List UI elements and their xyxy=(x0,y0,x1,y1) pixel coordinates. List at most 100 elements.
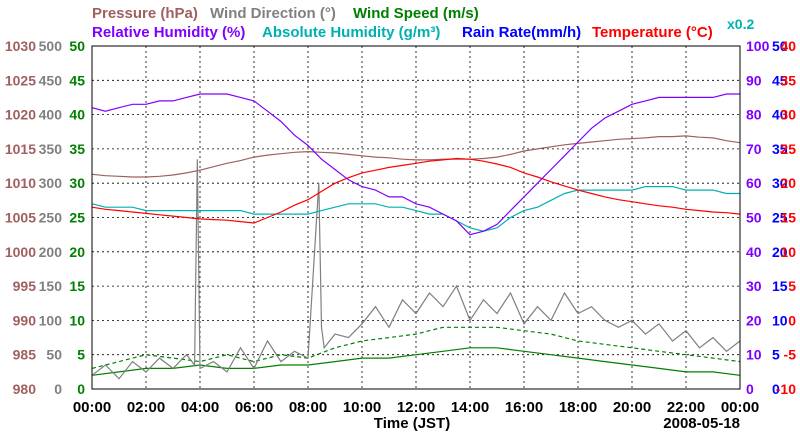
y-tick-wind_dir: 500 xyxy=(39,38,63,54)
y-tick-rain: 15 xyxy=(772,278,788,294)
series-layer xyxy=(91,93,741,380)
y-tick-wind_speed: 35 xyxy=(69,141,85,157)
legend-rain-rate: Rain Rate(mm/h) xyxy=(462,24,581,41)
chart-date: 2008-05-18 xyxy=(663,415,740,432)
y-tick-wind_dir: 350 xyxy=(39,141,63,157)
y-tick-wind_dir: 450 xyxy=(39,72,63,88)
x-tick-label: 00:00 xyxy=(73,399,111,416)
y-tick-temperature: 10 xyxy=(780,244,796,260)
y-tick-pressure: 980 xyxy=(13,381,37,397)
y-tick-pressure: 1005 xyxy=(5,210,36,226)
y-tick-rain: 25 xyxy=(772,210,788,226)
y-tick-wind_speed: 25 xyxy=(69,210,85,226)
y-tick-humidity: 100 xyxy=(746,38,770,54)
y-tick-wind_dir: 300 xyxy=(39,175,63,191)
x-tick-label: 04:00 xyxy=(181,399,219,416)
legend-absolute-humidity: Absolute Humidity (g/m³) xyxy=(262,24,440,41)
series-pressure xyxy=(91,135,741,178)
plot-frame xyxy=(91,45,741,390)
y-tick-humidity: 50 xyxy=(746,210,762,226)
y-tick-pressure: 995 xyxy=(13,278,37,294)
y-tick-pressure: 990 xyxy=(13,312,37,328)
legend-relative-humidity: Relative Humidity (%) xyxy=(92,24,245,41)
x-tick-label: 02:00 xyxy=(127,399,165,416)
y-tick-wind_speed: 40 xyxy=(69,107,85,123)
y-tick-pressure: 1025 xyxy=(5,72,36,88)
y-tick-wind_speed: 15 xyxy=(69,278,85,294)
x-tick-label: 08:00 xyxy=(289,399,327,416)
y-tick-wind_dir: 0 xyxy=(54,381,62,397)
y-tick-humidity: 60 xyxy=(746,175,762,191)
series-wind-direction xyxy=(91,159,741,380)
x-tick-label: 22:00 xyxy=(667,399,705,416)
x-axis-label: Time (JST) xyxy=(374,415,450,432)
legend-wind-speed: Wind Speed (m/s) xyxy=(353,5,479,22)
x-tick-label: 18:00 xyxy=(559,399,597,416)
y-tick-rain: 35 xyxy=(772,141,788,157)
y-tick-humidity: 20 xyxy=(746,312,762,328)
y-axes: 1030102510201015101010051000995990985980… xyxy=(5,38,796,397)
y-tick-temperature: -10 xyxy=(776,381,796,397)
y-tick-pressure: 1015 xyxy=(5,141,36,157)
x-tick-label: 00:00 xyxy=(721,399,759,416)
y-tick-humidity: 30 xyxy=(746,278,762,294)
series-temperature xyxy=(91,157,741,224)
x-tick-label: 14:00 xyxy=(451,399,489,416)
series-wind-speed-gust xyxy=(91,326,741,369)
y-tick-wind_speed: 0 xyxy=(77,381,85,397)
y-tick-temperature: 25 xyxy=(780,141,796,157)
x-tick-label: 10:00 xyxy=(343,399,381,416)
y-tick-temperature: 30 xyxy=(780,107,796,123)
y-tick-rain: 30 xyxy=(772,175,788,191)
y-tick-wind_dir: 400 xyxy=(39,107,63,123)
y-tick-rain: 5 xyxy=(772,347,780,363)
y-tick-temperature: 5 xyxy=(788,278,796,294)
y-tick-humidity: 10 xyxy=(746,347,762,363)
x-tick-label: 12:00 xyxy=(397,399,435,416)
series-relative-humidity xyxy=(91,93,740,236)
y-tick-temperature: 35 xyxy=(780,72,796,88)
y-tick-wind_speed: 5 xyxy=(77,347,85,363)
y-tick-rain: 0 xyxy=(772,381,780,397)
y-tick-pressure: 1010 xyxy=(5,175,36,191)
x-tick-label: 16:00 xyxy=(505,399,543,416)
legend-wind-direction: Wind Direction (°) xyxy=(210,5,336,22)
y-tick-pressure: 1000 xyxy=(5,244,36,260)
y-tick-temperature: 15 xyxy=(780,210,796,226)
y-tick-humidity: 70 xyxy=(746,141,762,157)
y-tick-rain: 20 xyxy=(772,244,788,260)
y-tick-wind_dir: 50 xyxy=(46,347,62,363)
y-tick-wind_speed: 10 xyxy=(69,312,85,328)
y-tick-rain: 10 xyxy=(772,312,788,328)
x-axis: 00:00 02:00 04:00 06:00 08:00 10:00 12:00 14:00… xyxy=(73,399,759,416)
series-absolute-humidity-x0-2 xyxy=(91,186,740,232)
y-tick-humidity: 0 xyxy=(746,381,754,397)
legend-temperature: Temperature (°C) xyxy=(592,24,713,41)
y-tick-temperature: 20 xyxy=(780,175,796,191)
legend-pressure: Pressure (hPa) xyxy=(92,5,198,22)
y-tick-wind_dir: 250 xyxy=(39,210,63,226)
y-tick-pressure: 985 xyxy=(13,347,37,363)
y-tick-humidity: 80 xyxy=(746,107,762,123)
x-tick-label: 06:00 xyxy=(235,399,273,416)
y-tick-rain: 40 xyxy=(772,107,788,123)
y-tick-temperature: 40 xyxy=(780,38,796,54)
y-tick-pressure: 1020 xyxy=(5,107,36,123)
y-tick-temperature: -5 xyxy=(784,347,797,363)
y-tick-wind_speed: 20 xyxy=(69,244,85,260)
y-tick-wind_dir: 150 xyxy=(39,278,63,294)
y-tick-pressure: 1030 xyxy=(5,38,36,54)
y-tick-wind_dir: 200 xyxy=(39,244,63,260)
y-tick-wind_dir: 100 xyxy=(39,312,63,328)
y-tick-temperature: 0 xyxy=(788,312,796,328)
abs-humidity-scale: x0.2 xyxy=(727,16,754,32)
y-tick-humidity: 40 xyxy=(746,244,762,260)
y-tick-rain: 50 xyxy=(772,38,788,54)
y-tick-wind_speed: 45 xyxy=(69,72,85,88)
legend: Pressure (hPa) Wind Direction (°) Wind S… xyxy=(92,5,754,41)
y-tick-rain: 45 xyxy=(772,72,788,88)
y-tick-wind_speed: 30 xyxy=(69,175,85,191)
y-tick-humidity: 90 xyxy=(746,72,762,88)
x-tick-label: 20:00 xyxy=(613,399,651,416)
